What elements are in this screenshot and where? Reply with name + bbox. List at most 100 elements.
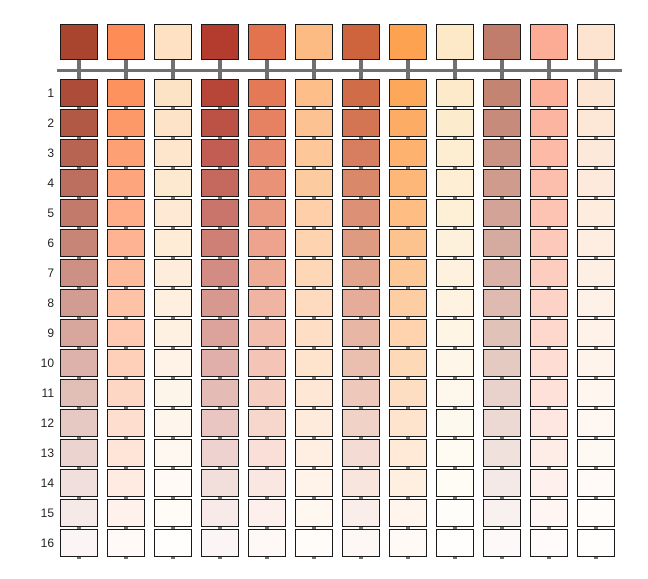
tint-swatch <box>530 499 568 527</box>
tint-swatch <box>154 289 192 317</box>
tint-swatch <box>389 469 427 497</box>
tint-swatch <box>295 79 333 107</box>
tint-swatch <box>248 529 286 557</box>
tint-swatch <box>60 379 98 407</box>
tint-swatch <box>577 139 615 167</box>
tint-swatch <box>483 229 521 257</box>
row-label: 15 <box>40 506 54 520</box>
tint-swatch <box>248 79 286 107</box>
tint-swatch <box>577 289 615 317</box>
tint-swatch <box>107 79 145 107</box>
tint-swatch <box>107 139 145 167</box>
tint-swatch <box>389 259 427 287</box>
tint-swatch <box>530 529 568 557</box>
tint-swatch <box>483 319 521 347</box>
tint-swatch <box>248 499 286 527</box>
tint-swatch <box>201 319 239 347</box>
tint-swatch <box>342 469 380 497</box>
tint-swatch <box>530 319 568 347</box>
tint-swatch <box>154 109 192 137</box>
tint-swatch <box>530 439 568 467</box>
tint-swatch <box>295 229 333 257</box>
row-label: 3 <box>47 146 54 160</box>
tint-swatch <box>342 229 380 257</box>
tint-swatch <box>154 139 192 167</box>
tint-swatch <box>248 139 286 167</box>
tint-swatch <box>577 79 615 107</box>
tint-swatch <box>60 259 98 287</box>
tint-swatch <box>389 499 427 527</box>
tint-swatch <box>436 529 474 557</box>
tint-swatch <box>389 139 427 167</box>
tint-swatch <box>60 289 98 317</box>
tint-swatch <box>201 529 239 557</box>
tint-swatch <box>154 349 192 377</box>
row-label: 6 <box>47 236 54 250</box>
tint-swatch <box>201 469 239 497</box>
tint-swatch <box>577 499 615 527</box>
tint-swatch <box>483 499 521 527</box>
tint-swatch <box>530 79 568 107</box>
tint-swatch <box>248 229 286 257</box>
row-label: 14 <box>40 476 54 490</box>
tint-swatch <box>436 259 474 287</box>
tint-swatch <box>483 289 521 317</box>
tint-swatch <box>107 199 145 227</box>
tint-swatch <box>389 529 427 557</box>
tint-swatch <box>577 349 615 377</box>
header-swatch <box>577 24 615 60</box>
tint-swatch <box>248 469 286 497</box>
tint-swatch <box>389 319 427 347</box>
tint-swatch <box>577 319 615 347</box>
tint-swatch <box>248 349 286 377</box>
tint-swatch <box>530 259 568 287</box>
tint-swatch <box>107 319 145 347</box>
tint-swatch <box>295 469 333 497</box>
tint-swatch <box>295 439 333 467</box>
tint-swatch <box>60 319 98 347</box>
tint-swatch <box>530 199 568 227</box>
tint-swatch <box>154 499 192 527</box>
header-swatch <box>248 24 286 60</box>
header-swatch <box>295 24 333 60</box>
tint-swatch <box>201 379 239 407</box>
tint-swatch <box>107 109 145 137</box>
tint-swatch <box>60 469 98 497</box>
tint-swatch <box>201 349 239 377</box>
tint-swatch <box>530 169 568 197</box>
tint-swatch <box>154 259 192 287</box>
tint-swatch <box>60 229 98 257</box>
row-label: 11 <box>41 386 54 400</box>
tint-swatch <box>295 259 333 287</box>
tint-swatch <box>342 529 380 557</box>
tint-swatch <box>107 229 145 257</box>
tint-swatch <box>389 289 427 317</box>
tint-swatch <box>201 259 239 287</box>
header-swatch <box>201 24 239 60</box>
tint-swatch <box>436 349 474 377</box>
tint-swatch <box>483 469 521 497</box>
tint-swatch <box>342 439 380 467</box>
tint-swatch <box>107 169 145 197</box>
tint-swatch <box>483 349 521 377</box>
tint-swatch <box>342 79 380 107</box>
row-label: 1 <box>47 86 54 100</box>
tint-swatch <box>483 409 521 437</box>
tint-swatch <box>60 499 98 527</box>
tint-swatch <box>483 199 521 227</box>
tint-swatch <box>577 229 615 257</box>
tint-swatch <box>389 439 427 467</box>
tint-swatch <box>60 529 98 557</box>
tint-swatch <box>342 109 380 137</box>
header-swatch <box>436 24 474 60</box>
tint-swatch <box>342 169 380 197</box>
tint-swatch <box>295 109 333 137</box>
tint-swatch <box>530 469 568 497</box>
tint-swatch <box>389 199 427 227</box>
tint-swatch <box>342 259 380 287</box>
tint-swatch <box>577 379 615 407</box>
tint-swatch <box>248 319 286 347</box>
tint-swatch <box>436 469 474 497</box>
tint-swatch <box>201 499 239 527</box>
row-label: 8 <box>47 296 54 310</box>
